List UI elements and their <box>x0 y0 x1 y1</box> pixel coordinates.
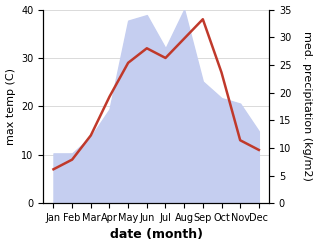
X-axis label: date (month): date (month) <box>110 228 203 242</box>
Y-axis label: med. precipitation (kg/m2): med. precipitation (kg/m2) <box>302 31 313 181</box>
Y-axis label: max temp (C): max temp (C) <box>5 68 16 145</box>
